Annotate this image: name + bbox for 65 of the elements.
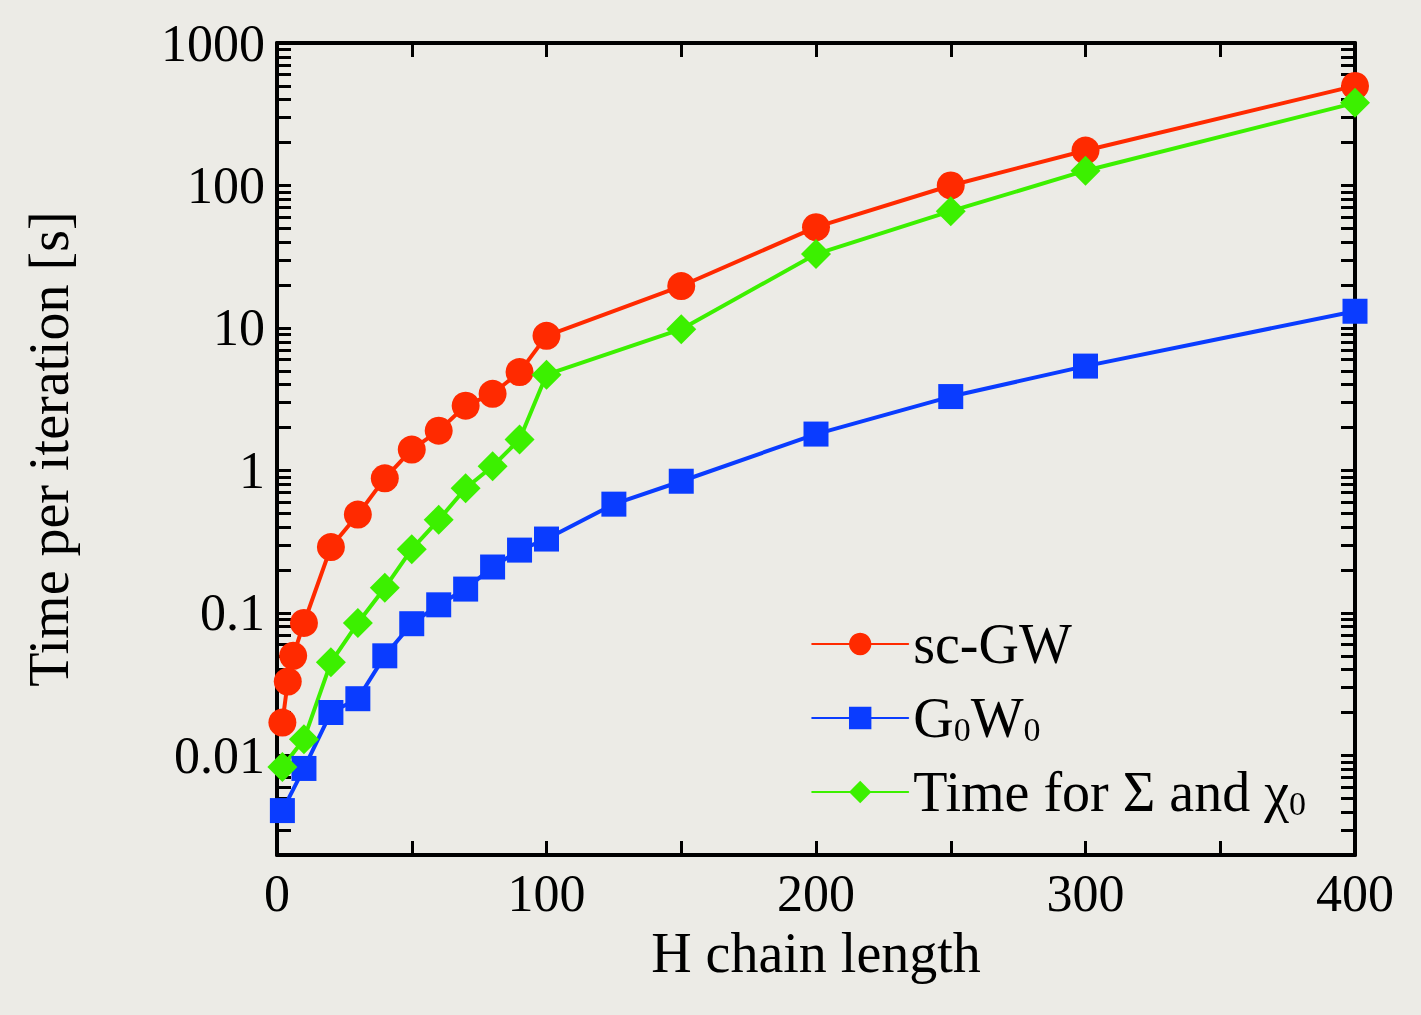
point: [424, 416, 453, 445]
point: [267, 751, 298, 782]
y-tick-label: 1: [239, 441, 265, 499]
point: [289, 608, 318, 637]
point: [668, 468, 694, 494]
point: [269, 798, 295, 824]
point: [288, 724, 319, 755]
y-axis-title: Time per iteration [s]: [18, 211, 80, 687]
point: [480, 554, 506, 580]
point: [938, 384, 964, 410]
point: [450, 473, 481, 504]
x-tick-label: 200: [777, 864, 855, 922]
legend-label: Time for Σ and χ0: [913, 761, 1306, 823]
x-axis-title: H chain length: [651, 922, 981, 984]
point: [936, 171, 965, 200]
point: [318, 700, 344, 726]
point: [1340, 87, 1370, 118]
point: [507, 537, 533, 563]
point: [369, 572, 400, 603]
point: [935, 196, 966, 227]
x-tick-label: 0: [264, 864, 290, 922]
point: [532, 321, 561, 350]
point: [396, 534, 427, 565]
point: [370, 464, 399, 493]
point: [667, 272, 696, 300]
point: [801, 239, 831, 270]
point: [451, 391, 480, 420]
y-tick-label: 1000: [161, 14, 265, 72]
point: [453, 576, 479, 602]
point: [397, 435, 426, 464]
point: [505, 358, 534, 387]
legend-label: sc-GW: [913, 613, 1072, 675]
point: [343, 500, 372, 529]
y-tick-label: 0.1: [200, 584, 265, 642]
point: [1070, 155, 1101, 186]
point: [478, 379, 507, 408]
x-tick-label: 300: [1046, 864, 1125, 922]
point: [279, 641, 308, 670]
point: [399, 611, 425, 637]
point: [1073, 353, 1098, 379]
point: [291, 755, 317, 781]
x-tick-label: 400: [1316, 864, 1394, 922]
y-tick-label: 100: [187, 156, 265, 214]
point: [316, 533, 345, 562]
point: [666, 314, 697, 345]
point: [315, 647, 346, 678]
legend-label: G0W0: [913, 687, 1041, 749]
y-tick-label: 10: [213, 299, 265, 357]
y-tick-label: 0.01: [174, 726, 265, 784]
point: [803, 421, 829, 447]
point: [477, 451, 508, 482]
point: [342, 607, 373, 638]
point: [273, 667, 302, 696]
point: [802, 213, 830, 242]
point: [534, 526, 559, 552]
point: [1342, 298, 1368, 324]
point: [345, 686, 371, 712]
point: [372, 643, 398, 669]
point: [426, 592, 452, 618]
point: [504, 424, 535, 455]
point: [601, 491, 627, 517]
point: [268, 708, 297, 737]
point: [423, 504, 454, 535]
point: [531, 359, 562, 390]
x-tick-label: 100: [507, 864, 586, 922]
